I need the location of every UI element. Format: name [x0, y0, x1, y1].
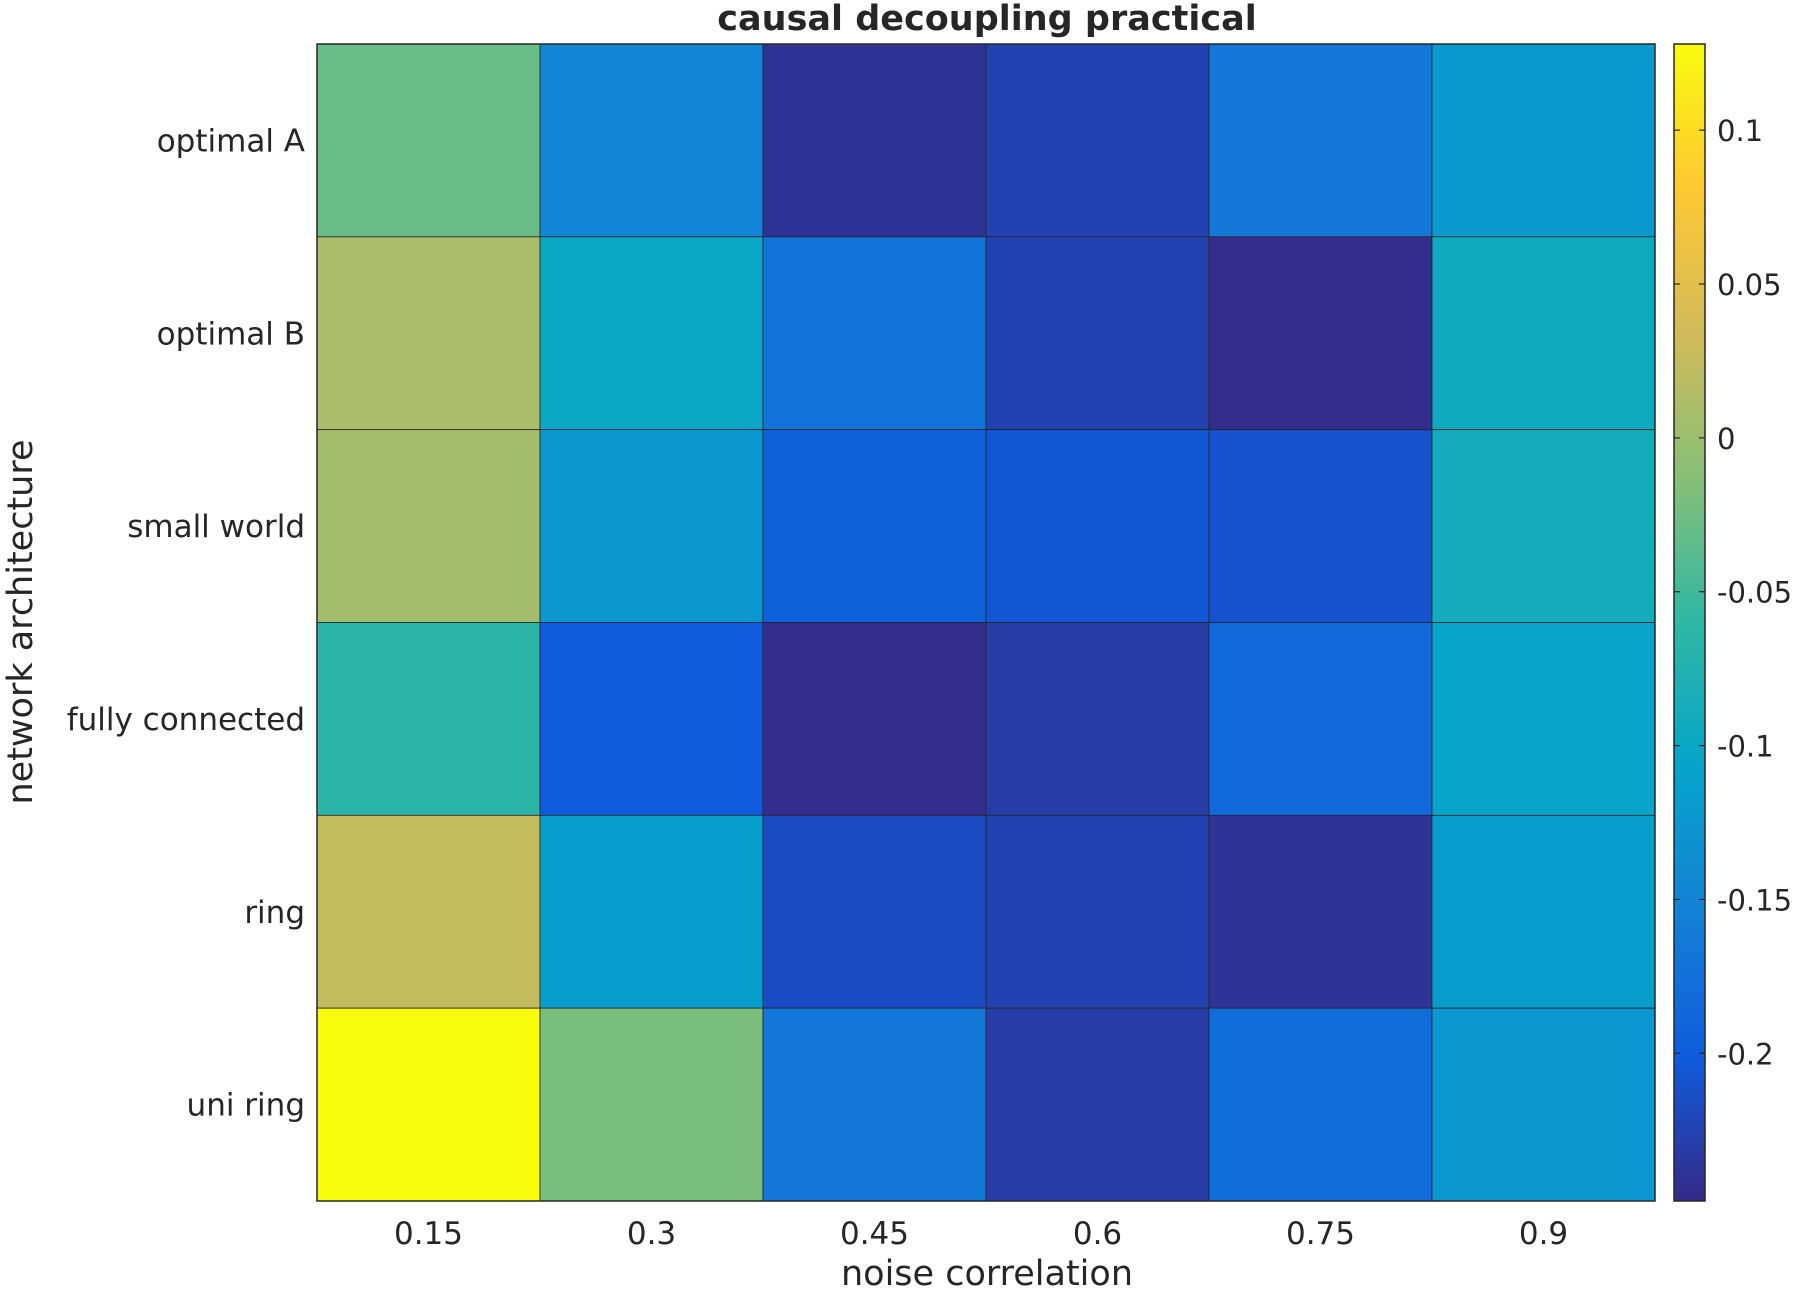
y-axis-label: network architecture	[1, 439, 41, 804]
heatmap-cell	[539, 236, 764, 431]
heatmap-cell	[316, 814, 541, 1009]
heatmap-cell	[316, 43, 541, 238]
heatmap-cell	[762, 429, 987, 623]
y-tick-label: optimal B	[157, 316, 305, 352]
heatmap-cell	[539, 622, 764, 816]
heatmap-cell	[1208, 43, 1433, 238]
heatmap-cell	[1208, 814, 1433, 1009]
x-tick-label: 0.3	[627, 1216, 676, 1252]
colorbar-tick-label: -0.15	[1717, 883, 1792, 917]
colorbar-tick-label: 0	[1717, 422, 1735, 456]
x-tick-label: 0.15	[394, 1216, 463, 1252]
y-tick-label: optimal A	[157, 123, 305, 159]
colorbar	[1673, 43, 1706, 1202]
heatmap-cell	[539, 1007, 764, 1202]
heatmap-cell	[1431, 622, 1656, 816]
heatmap-cell	[985, 814, 1210, 1009]
heatmap-cell	[762, 814, 987, 1009]
colorbar-tick-label: -0.1	[1717, 730, 1774, 764]
heatmap-cell	[762, 43, 987, 238]
heatmap-cell	[1431, 429, 1656, 623]
y-tick-label: small world	[127, 509, 305, 545]
chart-title: causal decoupling practical	[717, 0, 1256, 39]
heatmap-cell	[1208, 622, 1433, 816]
x-axis-label: noise correlation	[841, 1254, 1133, 1291]
heatmap-cell	[1431, 43, 1656, 238]
heatmap-cell	[316, 429, 541, 623]
heatmap-cell	[1431, 1007, 1656, 1202]
heatmap-cell	[985, 622, 1210, 816]
heatmap-cell	[985, 429, 1210, 623]
y-tick-label: ring	[244, 895, 305, 931]
x-tick-labels: 0.15 0.3 0.45 0.6 0.75 0.9	[394, 1216, 1568, 1252]
heatmap-cell	[1208, 1007, 1433, 1202]
heatmap-cell	[762, 622, 987, 816]
heatmap-cell	[985, 236, 1210, 431]
colorbar-tick-label: -0.2	[1717, 1037, 1774, 1071]
heatmap-cell	[539, 43, 764, 238]
heatmap-cell	[762, 236, 987, 431]
heatmap-cell	[1208, 236, 1433, 431]
x-tick-label: 0.6	[1073, 1216, 1122, 1252]
heatmap-cell	[539, 429, 764, 623]
heatmap-cell	[762, 1007, 987, 1202]
colorbar-tick-label: -0.05	[1717, 576, 1792, 610]
heatmap-cells	[316, 43, 1656, 1202]
colorbar-ticks: 0.1 0.05 0 -0.05 -0.1 -0.15 -0.2	[1674, 114, 1792, 1071]
x-tick-label: 0.9	[1519, 1216, 1568, 1252]
heatmap-cell	[985, 1007, 1210, 1202]
heatmap-cell	[316, 236, 541, 431]
colorbar-tick-label: 0.05	[1717, 268, 1782, 302]
heatmap-cell	[316, 1007, 541, 1202]
colorbar-tick-label: 0.1	[1717, 114, 1763, 148]
x-tick-label: 0.75	[1286, 1216, 1355, 1252]
x-tick-label: 0.45	[840, 1216, 909, 1252]
heatmap-cell	[1431, 814, 1656, 1009]
heatmap-cell	[539, 814, 764, 1009]
y-tick-label: uni ring	[187, 1088, 305, 1124]
plot-frame	[316, 43, 1656, 1202]
heatmap-cell	[1431, 236, 1656, 431]
heatmap-cell	[316, 622, 541, 816]
y-tick-labels: optimal A optimal B small world fully conne…	[67, 123, 305, 1123]
y-tick-label: fully connected	[67, 702, 305, 738]
heatmap-cell	[1208, 429, 1433, 623]
heatmap-cell	[985, 43, 1210, 238]
